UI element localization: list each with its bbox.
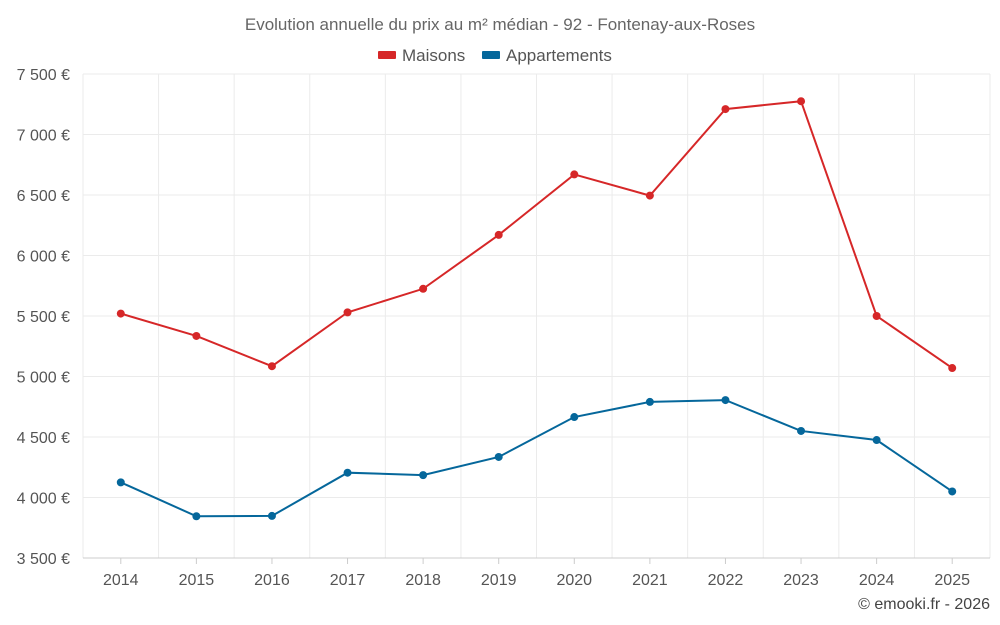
y-tick-label: 5 500 €	[17, 309, 70, 326]
y-tick-label: 7 500 €	[17, 67, 70, 84]
x-axis: 2014 2015 2016 2017 2018 2019 2020 2021 2022 2023…	[83, 557, 990, 589]
x-tick-label: 2021	[632, 572, 668, 589]
data-point-appartements[interactable]	[419, 471, 428, 480]
x-tick-label: 2019	[481, 572, 517, 589]
x-tick-label: 2020	[556, 572, 592, 589]
data-point-maisons[interactable]	[721, 105, 730, 114]
data-point-appartements[interactable]	[267, 511, 276, 520]
data-point-maisons[interactable]	[797, 97, 806, 106]
x-tick-label: 2024	[859, 572, 895, 589]
data-point-maisons[interactable]	[570, 170, 579, 179]
data-point-maisons[interactable]	[343, 308, 352, 317]
series-line-maisons	[120, 100, 953, 369]
x-tick-label: 2017	[330, 572, 366, 589]
data-point-appartements[interactable]	[948, 487, 957, 496]
legend-swatch-appartements	[482, 51, 500, 59]
data-point-appartements[interactable]	[116, 478, 125, 487]
x-tick-label: 2022	[708, 572, 744, 589]
data-point-maisons[interactable]	[419, 284, 428, 293]
data-point-appartements[interactable]	[721, 396, 730, 405]
data-point-appartements[interactable]	[797, 426, 806, 435]
y-tick-label: 7 000 €	[17, 128, 70, 145]
legend-item-appartements[interactable]: Appartements	[482, 46, 612, 65]
series-appartements	[116, 396, 957, 521]
series-layer	[116, 97, 957, 521]
legend-label-appartements: Appartements	[506, 46, 612, 65]
data-point-appartements[interactable]	[192, 512, 201, 521]
legend-label-maisons: Maisons	[402, 46, 465, 65]
y-tick-label: 6 500 €	[17, 188, 70, 205]
data-point-maisons[interactable]	[872, 312, 881, 320]
data-point-appartements[interactable]	[645, 397, 654, 406]
data-point-maisons[interactable]	[192, 331, 201, 340]
watermark-credit: © emooki.fr - 2026	[858, 596, 990, 613]
y-axis: 3 500 € 4 000 € 4 500 € 5 000 € 5 500 € 6 000…	[17, 67, 70, 568]
data-point-maisons[interactable]	[645, 191, 654, 200]
legend: Maisons Appartements	[378, 46, 612, 65]
x-tick-label: 2016	[254, 572, 290, 589]
data-point-maisons[interactable]	[267, 362, 276, 371]
x-tick-label: 2014	[103, 572, 139, 589]
data-point-appartements[interactable]	[872, 436, 881, 445]
y-tick-label: 4 000 €	[17, 491, 70, 508]
data-point-appartements[interactable]	[570, 413, 579, 422]
legend-item-maisons[interactable]: Maisons	[378, 46, 465, 65]
series-line-appartements	[120, 399, 953, 518]
legend-swatch-maisons	[378, 51, 396, 59]
series-maisons	[116, 97, 957, 373]
y-tick-label: 5 000 €	[17, 370, 70, 387]
x-tick-label: 2023	[783, 572, 819, 589]
y-tick-label: 4 500 €	[17, 430, 70, 447]
data-point-maisons[interactable]	[948, 364, 957, 373]
x-tick-label: 2015	[179, 572, 215, 589]
data-point-appartements[interactable]	[343, 468, 352, 477]
y-tick-label: 3 500 €	[17, 551, 70, 568]
data-point-maisons[interactable]	[116, 309, 125, 318]
data-point-maisons[interactable]	[494, 230, 503, 239]
y-tick-label: 6 000 €	[17, 249, 70, 266]
data-point-appartements[interactable]	[494, 452, 503, 461]
chart-title: Evolution annuelle du prix au m² médian …	[245, 15, 755, 34]
x-tick-label: 2025	[934, 572, 970, 589]
grid	[82, 73, 991, 559]
x-tick-label: 2018	[405, 572, 441, 589]
